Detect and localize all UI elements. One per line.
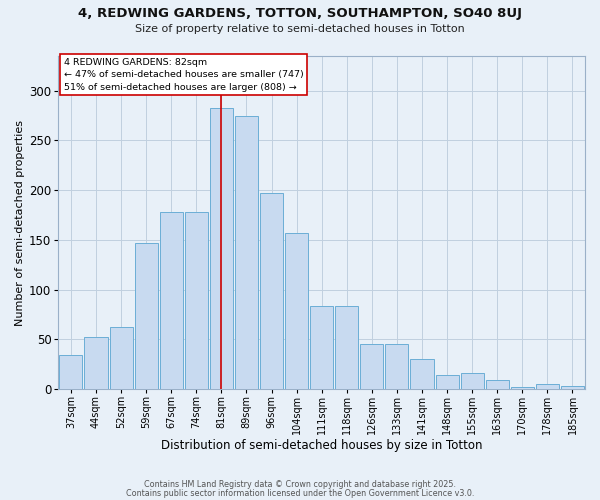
X-axis label: Distribution of semi-detached houses by size in Totton: Distribution of semi-detached houses by … xyxy=(161,440,482,452)
Bar xyxy=(110,328,133,389)
Text: Size of property relative to semi-detached houses in Totton: Size of property relative to semi-detach… xyxy=(135,24,465,34)
Text: Contains public sector information licensed under the Open Government Licence v3: Contains public sector information licen… xyxy=(126,489,474,498)
Bar xyxy=(210,108,233,389)
Bar xyxy=(561,386,584,389)
Bar xyxy=(461,373,484,389)
Bar xyxy=(485,380,509,389)
Bar xyxy=(511,387,534,389)
Bar xyxy=(536,384,559,389)
Bar xyxy=(235,116,258,389)
Bar xyxy=(160,212,183,389)
Bar xyxy=(310,306,333,389)
Text: 4, REDWING GARDENS, TOTTON, SOUTHAMPTON, SO40 8UJ: 4, REDWING GARDENS, TOTTON, SOUTHAMPTON,… xyxy=(78,8,522,20)
Y-axis label: Number of semi-detached properties: Number of semi-detached properties xyxy=(15,120,25,326)
Bar xyxy=(410,359,434,389)
Bar xyxy=(260,193,283,389)
Bar xyxy=(385,344,409,389)
Bar xyxy=(185,212,208,389)
Text: Contains HM Land Registry data © Crown copyright and database right 2025.: Contains HM Land Registry data © Crown c… xyxy=(144,480,456,489)
Bar xyxy=(436,375,458,389)
Text: 4 REDWING GARDENS: 82sqm
← 47% of semi-detached houses are smaller (747)
51% of : 4 REDWING GARDENS: 82sqm ← 47% of semi-d… xyxy=(64,58,304,92)
Bar xyxy=(59,355,82,389)
Bar xyxy=(335,306,358,389)
Bar xyxy=(285,233,308,389)
Bar xyxy=(134,243,158,389)
Bar xyxy=(85,338,107,389)
Bar xyxy=(361,344,383,389)
